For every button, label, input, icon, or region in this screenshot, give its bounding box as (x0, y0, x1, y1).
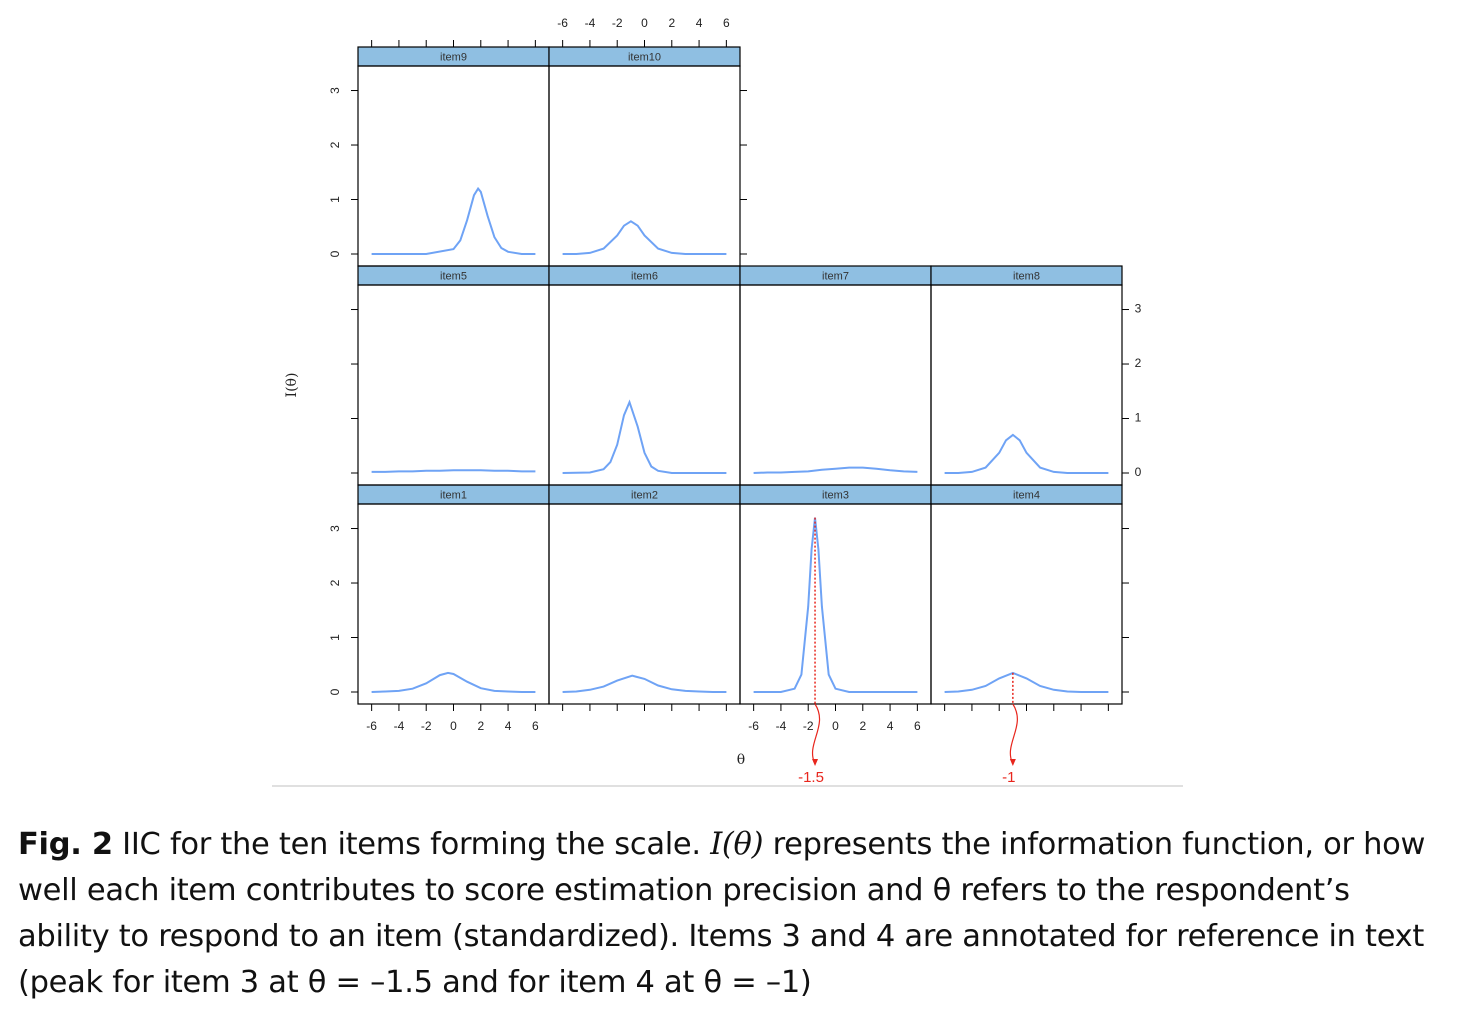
caption-math: I(θ) (710, 827, 764, 862)
x-tick-label: 0 (450, 719, 457, 733)
x-tick-label: 4 (887, 719, 894, 733)
strip-label: item3 (822, 489, 849, 501)
x-tick-label: -6 (366, 719, 377, 733)
x-tick-label: 0 (641, 16, 648, 30)
x-tick-label: -6 (748, 719, 759, 733)
y-tick-label: 0 (1135, 465, 1142, 479)
x-tick-label: -4 (776, 719, 787, 733)
y-tick-label: 3 (328, 87, 342, 94)
strip-label: item2 (631, 489, 658, 501)
curve (944, 671, 1109, 693)
curve (562, 399, 727, 474)
curve (753, 517, 918, 693)
annotation-arrow (1009, 703, 1018, 765)
y-tick-label: 1 (328, 196, 342, 203)
y-axis-label: I(θ) (284, 373, 300, 398)
x-tick-label: -6 (557, 16, 568, 30)
caption-rest: represents the information function, or … (18, 827, 1426, 1000)
y-tick-label: 3 (1135, 302, 1142, 316)
x-tick-label: -2 (803, 719, 814, 733)
y-tick-label: 2 (328, 579, 342, 586)
strip-label: item8 (1013, 270, 1040, 282)
strip-label: item1 (440, 489, 467, 501)
panel (930, 284, 1123, 486)
strip-label: item7 (822, 270, 849, 282)
x-tick-label: -2 (612, 16, 623, 30)
annotation-arrow (812, 703, 821, 765)
curve (753, 466, 918, 474)
panel (357, 65, 550, 267)
strip-label: item9 (440, 51, 467, 63)
chart: I(θ) θ item1 -6 -4 -2 0 2 4 6 0 1 2 3 item2 item3 -6 -4… (272, 16, 1183, 787)
x-tick-label: 4 (696, 16, 703, 30)
y-tick-label: 1 (1135, 411, 1142, 425)
strip-label: item4 (1013, 489, 1040, 501)
panel (357, 284, 550, 486)
curve (562, 220, 727, 255)
x-tick-label: 6 (532, 719, 539, 733)
caption-text: IIC for the ten items forming the scale. (122, 827, 701, 862)
x-tick-label: 2 (668, 16, 675, 30)
x-tick-label: 2 (859, 719, 866, 733)
y-tick-label: 1 (328, 634, 342, 641)
curve (944, 433, 1109, 474)
curve (562, 674, 727, 693)
panel (739, 284, 932, 486)
y-tick-label: 2 (1135, 356, 1142, 370)
annotation-label: -1 (1002, 769, 1015, 786)
x-tick-label: -2 (421, 719, 432, 733)
x-tick-label: -4 (585, 16, 596, 30)
y-tick-label: 2 (328, 141, 342, 148)
x-tick-label: 4 (505, 719, 512, 733)
annotation-arrowhead (1009, 759, 1016, 766)
y-tick-label: 3 (328, 525, 342, 532)
annotation-label: -1.5 (798, 769, 824, 786)
curve (371, 186, 536, 255)
annotation-arrowhead (812, 759, 819, 766)
x-tick-label: 6 (914, 719, 921, 733)
y-tick-label: 0 (328, 250, 342, 257)
x-tick-label: 6 (723, 16, 730, 30)
strip-label: item5 (440, 270, 467, 282)
caption-label: Fig. 2 (18, 827, 113, 862)
strip-label: item10 (628, 51, 661, 63)
panel (548, 65, 741, 267)
panel (739, 503, 932, 705)
y-tick-label: 0 (328, 688, 342, 695)
caption: Fig. 2 IIC for the ten items forming the… (18, 822, 1443, 1006)
x-tick-label: 2 (477, 719, 484, 733)
curve (371, 671, 536, 693)
panel (548, 503, 741, 705)
curve (371, 469, 536, 473)
panel (930, 503, 1123, 705)
x-tick-label: -4 (394, 719, 405, 733)
x-tick-label: 0 (832, 719, 839, 733)
x-axis-label: θ (737, 752, 745, 768)
strip-label: item6 (631, 270, 658, 282)
